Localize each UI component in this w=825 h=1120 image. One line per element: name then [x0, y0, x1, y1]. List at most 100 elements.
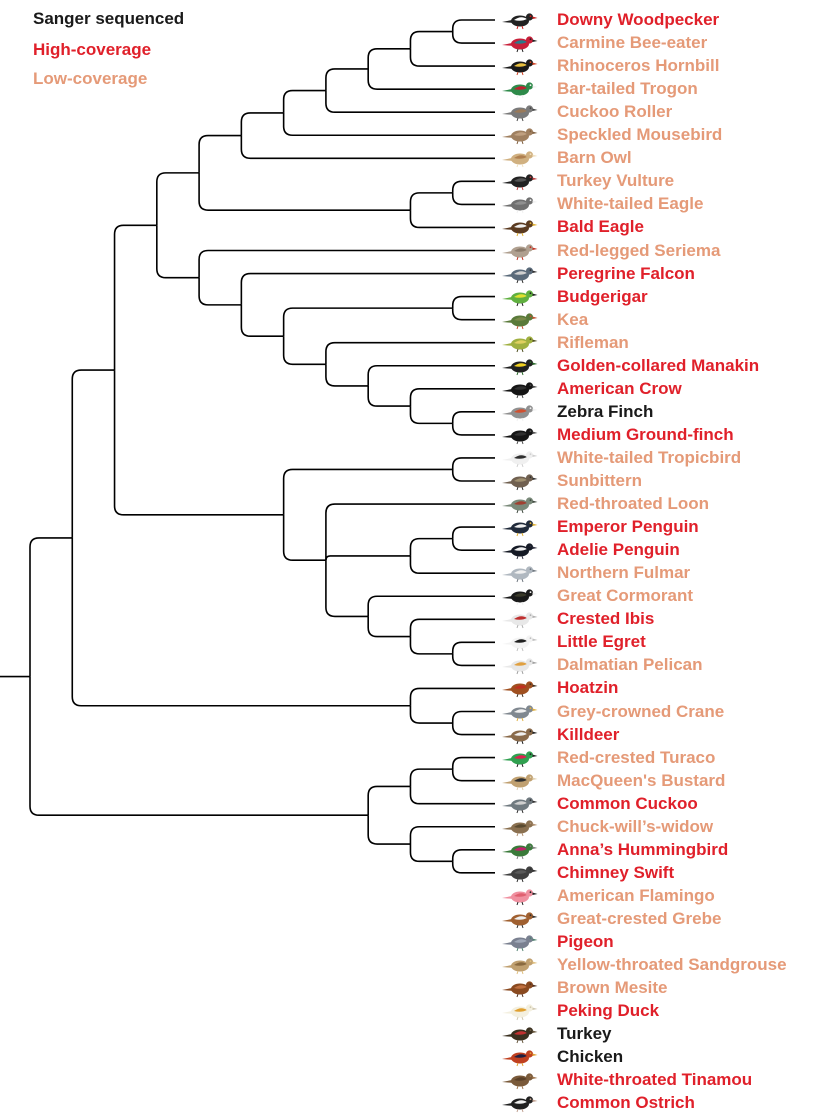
tree-branch-72: [451, 861, 495, 874]
tree-branch-15: [282, 112, 495, 137]
taxon-label: Chuck-will’s-widow: [557, 816, 714, 836]
tree-branch-32: [325, 364, 369, 387]
hoatzin-icon: [500, 678, 540, 698]
tree-branch-4: [198, 134, 242, 173]
taxon-label: Golden-collared Manakin: [557, 355, 760, 375]
tree-branch-22: [156, 225, 200, 279]
taxon-label: Turkey: [557, 1024, 612, 1044]
taxon-label: Red-crested Turaco: [557, 747, 716, 767]
mesite-icon: [500, 978, 540, 998]
taxon-label: Rifleman: [557, 332, 629, 352]
taxon-label: Peregrine Falcon: [557, 263, 695, 283]
taxon-label: Red-throated Loon: [557, 494, 710, 514]
tree-branch-67: [409, 786, 495, 805]
seriema-icon: [500, 241, 540, 261]
tree-branch-62: [29, 676, 369, 817]
penguin-icon: [500, 517, 540, 537]
rifleman-icon: [500, 333, 540, 353]
tree-branch-13: [367, 68, 495, 90]
tree-branch-27: [282, 307, 453, 337]
taxon-label: Pigeon: [557, 932, 614, 951]
taxon-label: American Crow: [557, 378, 682, 398]
adelie-penguin-icon: [500, 540, 540, 560]
taxon-label: Brown Mesite: [557, 978, 668, 998]
tree-branch-10: [451, 19, 495, 32]
tree-branch-14: [325, 90, 495, 113]
tree-branch-28: [451, 295, 495, 309]
tree-branch-0: [29, 537, 73, 677]
sandgrouse-icon: [500, 955, 540, 975]
tree-branch-47: [451, 526, 495, 539]
mousebird-icon: [500, 125, 540, 145]
woodpecker-icon: [500, 10, 540, 30]
tree-branch-42: [451, 469, 495, 482]
tree-branch-61: [451, 723, 495, 736]
pelican-icon: [500, 655, 540, 675]
tree-branch-56: [451, 653, 495, 667]
taxon-label: Medium Ground-finch: [557, 424, 734, 444]
egret-icon: [500, 632, 540, 652]
tree-branch-36: [409, 406, 453, 425]
tree-branch-7: [325, 68, 369, 91]
loon-icon: [500, 494, 540, 514]
tree-branch-24: [198, 277, 242, 306]
ostrich-icon: [500, 1093, 540, 1113]
cormorant-icon: [500, 586, 540, 606]
taxon-label: Speckled Mousebird: [557, 125, 723, 145]
killdeer-icon: [500, 725, 540, 745]
tree-branch-53: [409, 618, 495, 637]
tree-branch-54: [409, 636, 453, 655]
tree-branch-41: [451, 457, 495, 470]
taxon-label: Chicken: [557, 1047, 624, 1067]
taxon-label: Little Egret: [557, 632, 646, 652]
cuckoo-roller-icon: [500, 102, 540, 122]
sunbittern-icon: [500, 471, 540, 491]
kea-icon: [500, 310, 540, 330]
taxon-label: Downy Woodpecker: [557, 10, 720, 29]
crane-icon: [500, 702, 540, 722]
taxon-label: Northern Fulmar: [557, 563, 691, 583]
tree-branch-63: [367, 785, 411, 816]
tree-branch-2: [113, 224, 157, 371]
taxon-label: Bald Eagle: [557, 217, 644, 237]
taxon-label: Emperor Penguin: [557, 517, 699, 537]
taxon-label: Barn Owl: [557, 148, 632, 168]
tree-branch-19: [451, 180, 495, 193]
tree-branch-66: [451, 769, 495, 782]
taxon-label: MacQueen's Bustard: [557, 770, 726, 790]
tree-branch-59: [409, 705, 453, 724]
tree-branch-68: [367, 815, 411, 845]
taxon-label: White-tailed Eagle: [557, 194, 704, 214]
tree-branch-70: [409, 844, 453, 863]
tree-branch-58: [409, 687, 495, 706]
swift-icon: [500, 863, 540, 883]
cuckoo-icon: [500, 794, 540, 814]
crow-icon: [500, 379, 540, 399]
taxon-label: Great Cormorant: [557, 586, 694, 606]
tree-branch-71: [451, 849, 495, 862]
tree-branch-50: [325, 560, 369, 618]
tree-branch-69: [409, 825, 495, 845]
taxon-label: Common Ostrich: [557, 1093, 695, 1113]
legend-high-coverage: High-coverage: [33, 40, 152, 59]
pigeon-icon: [500, 932, 540, 952]
flamingo-icon: [500, 886, 540, 906]
tree-branch-30: [282, 336, 326, 366]
tree-branch-39: [113, 370, 284, 516]
manakin-icon: [500, 356, 540, 376]
tree-branch-48: [451, 538, 495, 551]
tree-branch-64: [409, 768, 453, 787]
ibis-icon: [500, 609, 540, 629]
tree-branch-12: [409, 48, 495, 67]
tree-branch-5: [240, 112, 284, 136]
tree-branch-65: [451, 756, 495, 770]
falcon-icon: [500, 264, 540, 284]
taxon-label: White-throated Tinamou: [557, 1070, 753, 1090]
taxon-label: Cuckoo Roller: [557, 102, 673, 122]
tree-branch-49: [409, 555, 495, 574]
tree-branch-51: [367, 595, 495, 617]
tree-branch-57: [71, 537, 411, 707]
tree-branch-33: [367, 364, 495, 386]
taxon-label: Budgerigar: [557, 286, 648, 306]
